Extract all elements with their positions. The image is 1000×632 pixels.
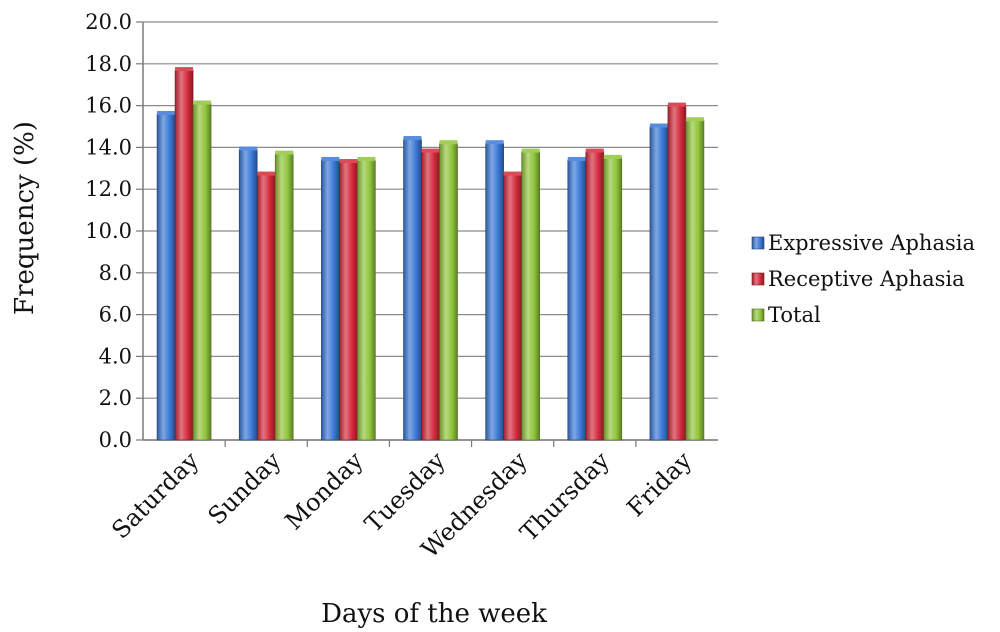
legend-label: Total (768, 303, 821, 327)
legend-item: Total (751, 303, 821, 327)
legend-item: Expressive Aphasia (751, 231, 975, 255)
bar-total (274, 150, 294, 441)
legend-label: Expressive Aphasia (768, 231, 975, 255)
bar-total (521, 148, 540, 441)
y-axis-title: Frequency (%) (10, 121, 40, 315)
bar-receptive-aphasia (174, 67, 194, 441)
bar-expressive-aphasia (403, 136, 422, 441)
bar-total (685, 117, 705, 441)
bar-expressive-aphasia (156, 110, 176, 441)
y-tick-label: 4.0 (99, 344, 132, 368)
bar-expressive-aphasia (649, 123, 669, 441)
y-tick-label: 6.0 (99, 303, 132, 327)
bar-receptive-aphasia (339, 159, 358, 441)
legend-swatch (751, 308, 765, 322)
bar-expressive-aphasia (238, 146, 258, 441)
y-tick-label: 10.0 (85, 219, 132, 243)
x-category-label: Saturday (106, 446, 204, 544)
legend-swatch (751, 272, 765, 286)
y-tick-label: 0.0 (99, 428, 132, 452)
bar-expressive-aphasia (321, 156, 340, 441)
bar-total (357, 156, 376, 441)
x-category-label: Thursday (515, 446, 616, 547)
bar-expressive-aphasia (485, 140, 504, 441)
y-tick-label: 12.0 (85, 177, 132, 201)
legend: Expressive Aphasia Receptive Aphasia Total (751, 231, 975, 327)
x-category-label: Monday (280, 446, 369, 535)
bar-expressive-aphasia (567, 156, 587, 441)
bar-receptive-aphasia (667, 102, 687, 441)
y-tick-label: 14.0 (85, 135, 132, 159)
legend-swatch (751, 236, 765, 250)
y-tick-label: 8.0 (99, 261, 132, 285)
bar-receptive-aphasia (256, 171, 276, 441)
x-category-label: Sunday (203, 446, 287, 530)
y-tick-label: 18.0 (85, 52, 132, 76)
y-tick-label: 16.0 (85, 94, 132, 118)
bar-total (603, 154, 623, 441)
bar-receptive-aphasia (585, 148, 605, 441)
y-tick-labels: 0.0 2.0 4.0 6.0 8.0 10.0 12.0 14.0 16.0 18.0 20.0 (85, 10, 143, 452)
x-category-labels: SaturdaySundayMondayTuesdayWednesdayThur… (106, 446, 697, 563)
legend-label: Receptive Aphasia (768, 267, 965, 291)
bar-receptive-aphasia (503, 171, 522, 441)
bar-total (439, 140, 458, 441)
bar-receptive-aphasia (421, 148, 440, 441)
legend-item: Receptive Aphasia (751, 267, 965, 291)
bar-total (192, 100, 212, 441)
y-tick-label: 20.0 (85, 10, 132, 34)
y-tick-label: 2.0 (99, 386, 132, 410)
x-category-label: Friday (621, 446, 697, 522)
bars (156, 67, 705, 441)
x-axis-title: Days of the week (321, 599, 547, 629)
